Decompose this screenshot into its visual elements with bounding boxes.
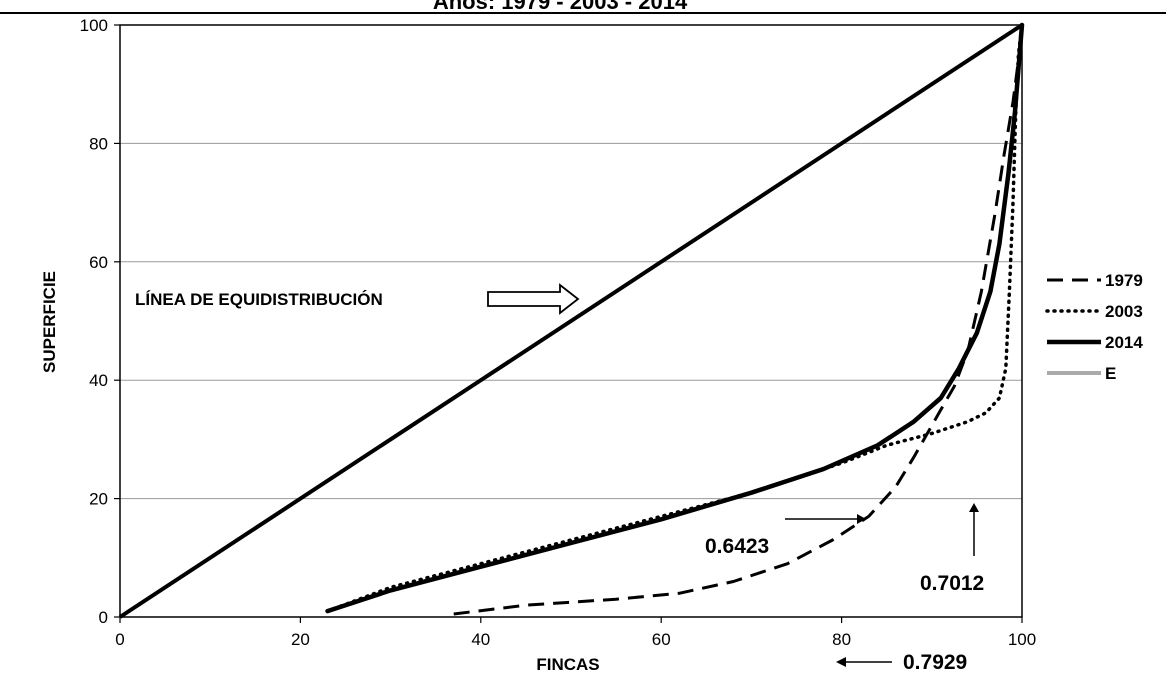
plot-frame [119, 24, 1023, 618]
x-axis-label: FINCAS [536, 655, 599, 674]
y-tick-label: 100 [80, 16, 108, 35]
series-line-2003 [325, 23, 1024, 613]
gini-1979-arrowhead [836, 657, 846, 667]
y-tick-label: 0 [99, 608, 108, 627]
y-tick-label: 20 [89, 490, 108, 509]
legend-label-2003: 2003 [1105, 302, 1143, 321]
x-tick-label: 40 [471, 630, 490, 649]
legend-label-e: E [1105, 364, 1116, 383]
gini-2014-arrowhead [969, 503, 979, 512]
grid [120, 142, 1022, 500]
gini-1979-label: 0.7929 [903, 651, 967, 674]
series-line-2014 [325, 22, 1025, 614]
legend-label-1979: 1979 [1105, 271, 1143, 290]
gini-2014-label: 0.7012 [920, 572, 984, 595]
equidistribution-label: LÍNEA DE EQUIDISTRIBUCIÓN [135, 290, 383, 309]
gini-2003-arrowhead [857, 514, 866, 524]
x-tick-label: 20 [291, 630, 310, 649]
equidistribution-arrow [487, 283, 580, 315]
legend: 1979 2003 2014 E [1045, 271, 1143, 383]
chart-title: Años: 1979 - 2003 - 2014 [433, 0, 688, 14]
y-tick-label: 80 [89, 134, 108, 153]
y-tick-label: 40 [89, 371, 108, 390]
tick-labels: 0 20 40 60 80 100 0 20 40 60 80 100 [80, 16, 1037, 649]
series-line-1979 [453, 24, 1024, 616]
y-tick-label: 60 [89, 253, 108, 272]
x-tick-label: 60 [652, 630, 671, 649]
legend-label-2014: 2014 [1105, 333, 1143, 352]
x-tick-label: 100 [1008, 630, 1036, 649]
series-line-e [118, 23, 1024, 619]
gini-2003-label: 0.6423 [705, 535, 769, 558]
x-tick-label: 0 [115, 630, 124, 649]
x-tick-label: 80 [832, 630, 851, 649]
y-axis-label: SUPERFICIE [40, 271, 59, 373]
series-lines [118, 22, 1025, 619]
